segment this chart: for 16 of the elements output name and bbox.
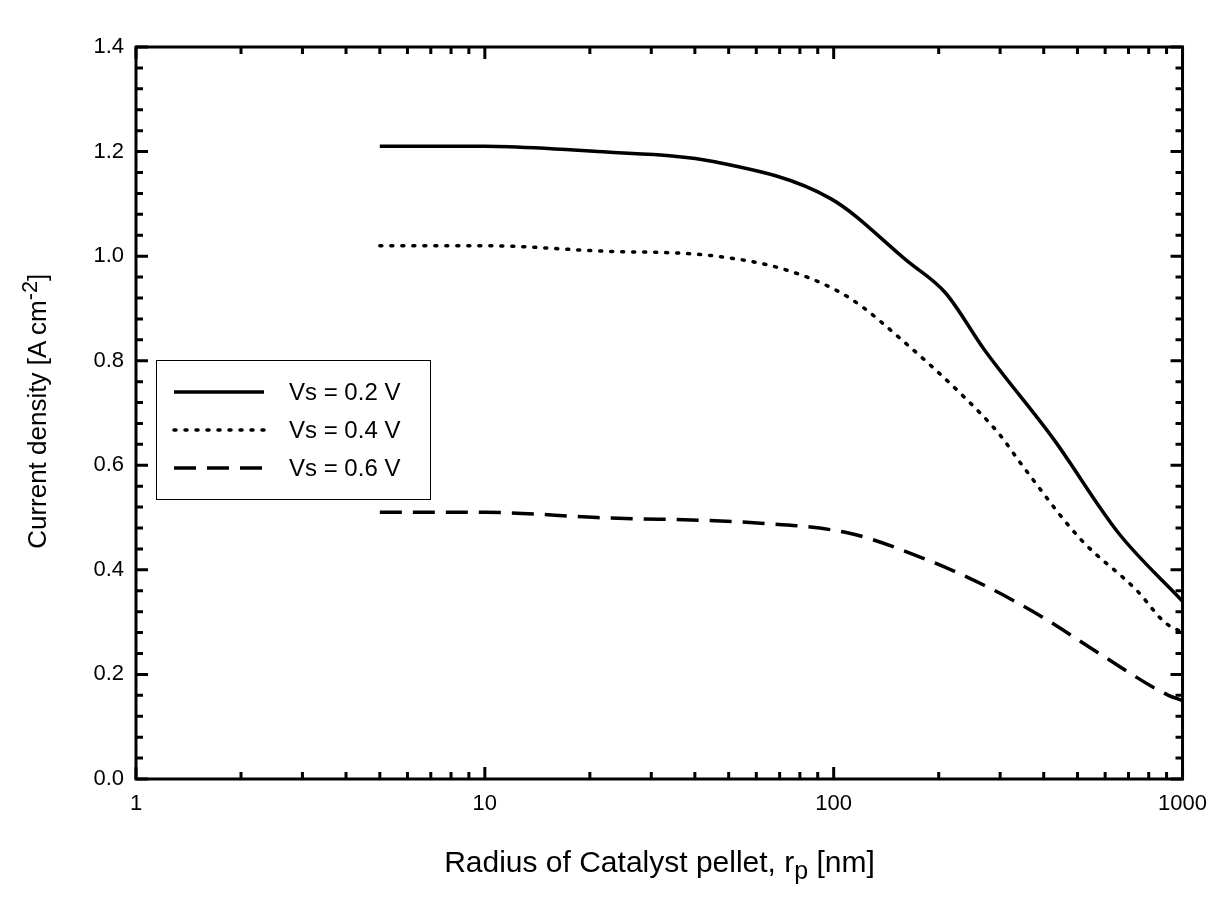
y-tick-label: 0.2 xyxy=(93,660,124,686)
y-tick-label: 1.0 xyxy=(93,242,124,268)
y-tick-label: 0.0 xyxy=(93,765,124,791)
y-tick-label: 1.2 xyxy=(93,137,124,163)
x-axis-title: Radius of Catalyst pellet, r$_{p}$ [nm] xyxy=(443,845,876,885)
y-tick-label: 0.8 xyxy=(93,346,124,372)
x-tick-label: 10 xyxy=(472,790,498,816)
legend-label: Vs = 0.2 V xyxy=(289,378,401,406)
x-tick-label: 1000 xyxy=(1158,790,1208,816)
legend-label: Vs = 0.4 V xyxy=(289,416,401,444)
x-tick-label: 100 xyxy=(815,790,853,816)
y-tick-label: 1.4 xyxy=(93,33,124,59)
y-tick-label: 0.4 xyxy=(93,555,124,581)
y-tick-label: 0.6 xyxy=(93,451,124,477)
x-tick-label: 1 xyxy=(129,790,143,816)
legend-label: Vs = 0.6 V xyxy=(289,454,401,482)
